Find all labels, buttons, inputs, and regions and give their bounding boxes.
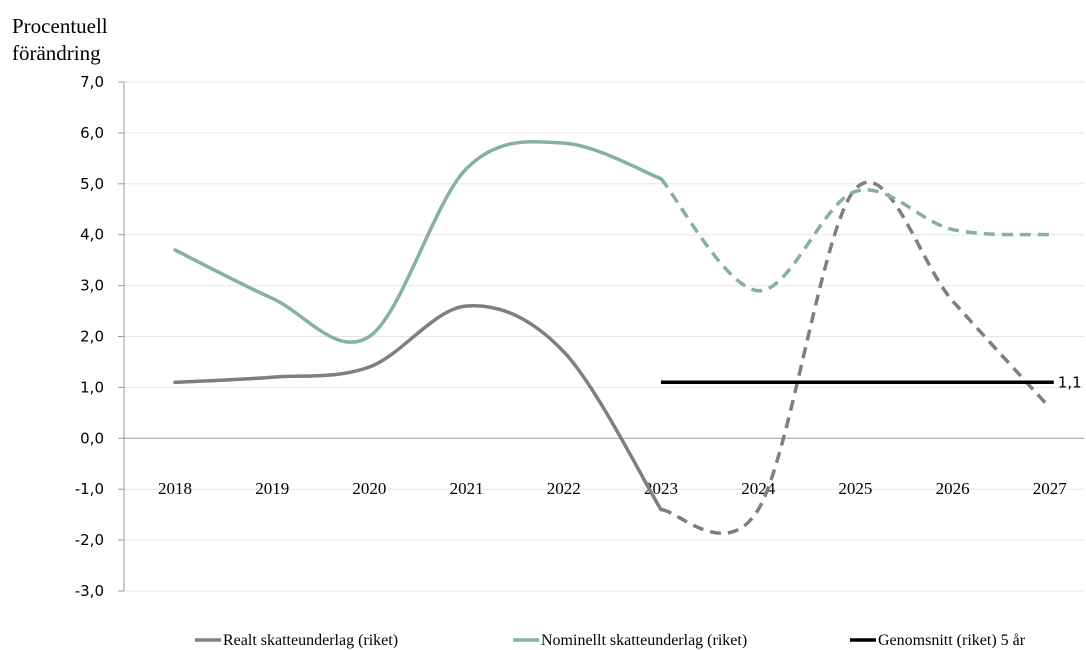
series-1-line-forecast [660, 180, 1052, 535]
y-axis-label-line-2: förändring [12, 41, 101, 65]
y-tick-labels: 7,0 6,0 5,0 4,0 3,0 2,0 1,0 0,0 -1,0 -2,0 -3,0 [75, 73, 104, 600]
x-tick-label: 2026 [936, 479, 970, 498]
series-lines: 1,1 [173, 140, 1082, 535]
x-tick-label: 2019 [255, 479, 289, 498]
gridlines [124, 81, 1084, 592]
series-2-line-forecast [659, 177, 1050, 293]
x-tick-label: 2020 [352, 479, 386, 498]
y-tick-label: 4,0 [80, 226, 104, 244]
series-1-line-actual [173, 303, 663, 512]
x-tick-label: 2018 [158, 479, 192, 498]
y-tick-label: 6,0 [80, 124, 104, 142]
y-axis-label-line-1: Procentuell [12, 14, 108, 38]
y-tick-label: -1,0 [75, 480, 104, 498]
legend: Realt skatteunderlag (riket) Nominellt sk… [195, 632, 1026, 649]
y-tick-label: 0,0 [80, 429, 104, 447]
x-tick-label: 2027 [1033, 479, 1068, 498]
y-tick-label: -2,0 [75, 531, 104, 549]
axes [118, 81, 1084, 592]
y-tick-label: 3,0 [80, 277, 104, 295]
series-2-line-actual [173, 140, 663, 344]
x-tick-label: 2022 [547, 479, 581, 498]
x-tick-label: 2024 [741, 479, 776, 498]
legend-entry: Genomsnitt (riket) 5 år [878, 632, 1026, 649]
y-tick-label: 7,0 [80, 73, 104, 91]
average-data-label: 1,1 [1058, 373, 1082, 391]
y-tick-label: 2,0 [80, 328, 104, 346]
y-tick-label: 1,0 [80, 378, 104, 396]
y-tick-label: -3,0 [75, 582, 104, 600]
legend-entry: Nominellt skatteunderlag (riket) [541, 632, 747, 649]
x-tick-labels: 2018 2019 2020 2021 2022 2023 2024 2025 2026 2027 [158, 479, 1067, 498]
legend-entry: Realt skatteunderlag (riket) [223, 632, 398, 649]
x-tick-label: 2025 [838, 479, 872, 498]
x-tick-label: 2021 [450, 479, 484, 498]
y-tick-label: 5,0 [80, 175, 104, 193]
y-axis-label: Procentuell förändring [12, 14, 108, 65]
